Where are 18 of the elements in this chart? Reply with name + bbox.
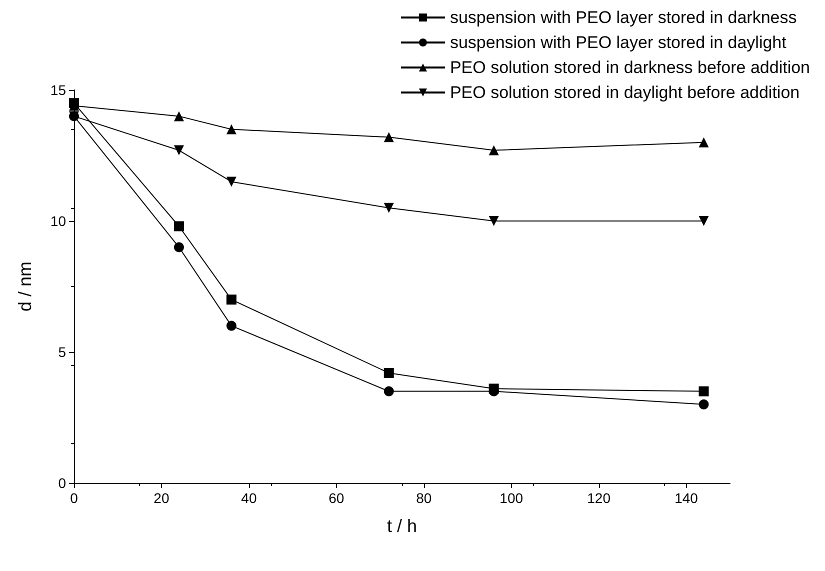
x-axis-title: t / h bbox=[386, 516, 418, 536]
x-tick-label: 80 bbox=[416, 490, 432, 506]
legend-label: suspension with PEO layer stored in daylight bbox=[450, 33, 787, 52]
legend-label: suspension with PEO layer stored in darkness bbox=[450, 8, 797, 27]
y-tick-label: 5 bbox=[58, 344, 66, 360]
x-tick-label: 140 bbox=[674, 490, 698, 506]
y-axis-title: d / nm bbox=[15, 261, 35, 312]
x-tick-label: 0 bbox=[70, 490, 78, 506]
y-tick-label: 15 bbox=[50, 82, 66, 98]
x-tick-label: 100 bbox=[500, 490, 524, 506]
x-tick-label: 120 bbox=[587, 490, 611, 506]
x-tick-label: 60 bbox=[328, 490, 344, 506]
y-tick-label: 10 bbox=[50, 213, 66, 229]
legend-label: PEO solution stored in darkness before addition bbox=[450, 58, 810, 77]
legend-label: PEO solution stored in daylight before addition bbox=[450, 83, 800, 102]
y-tick-label: 0 bbox=[58, 475, 66, 491]
x-tick-label: 40 bbox=[241, 490, 257, 506]
x-tick-label: 20 bbox=[154, 490, 170, 506]
